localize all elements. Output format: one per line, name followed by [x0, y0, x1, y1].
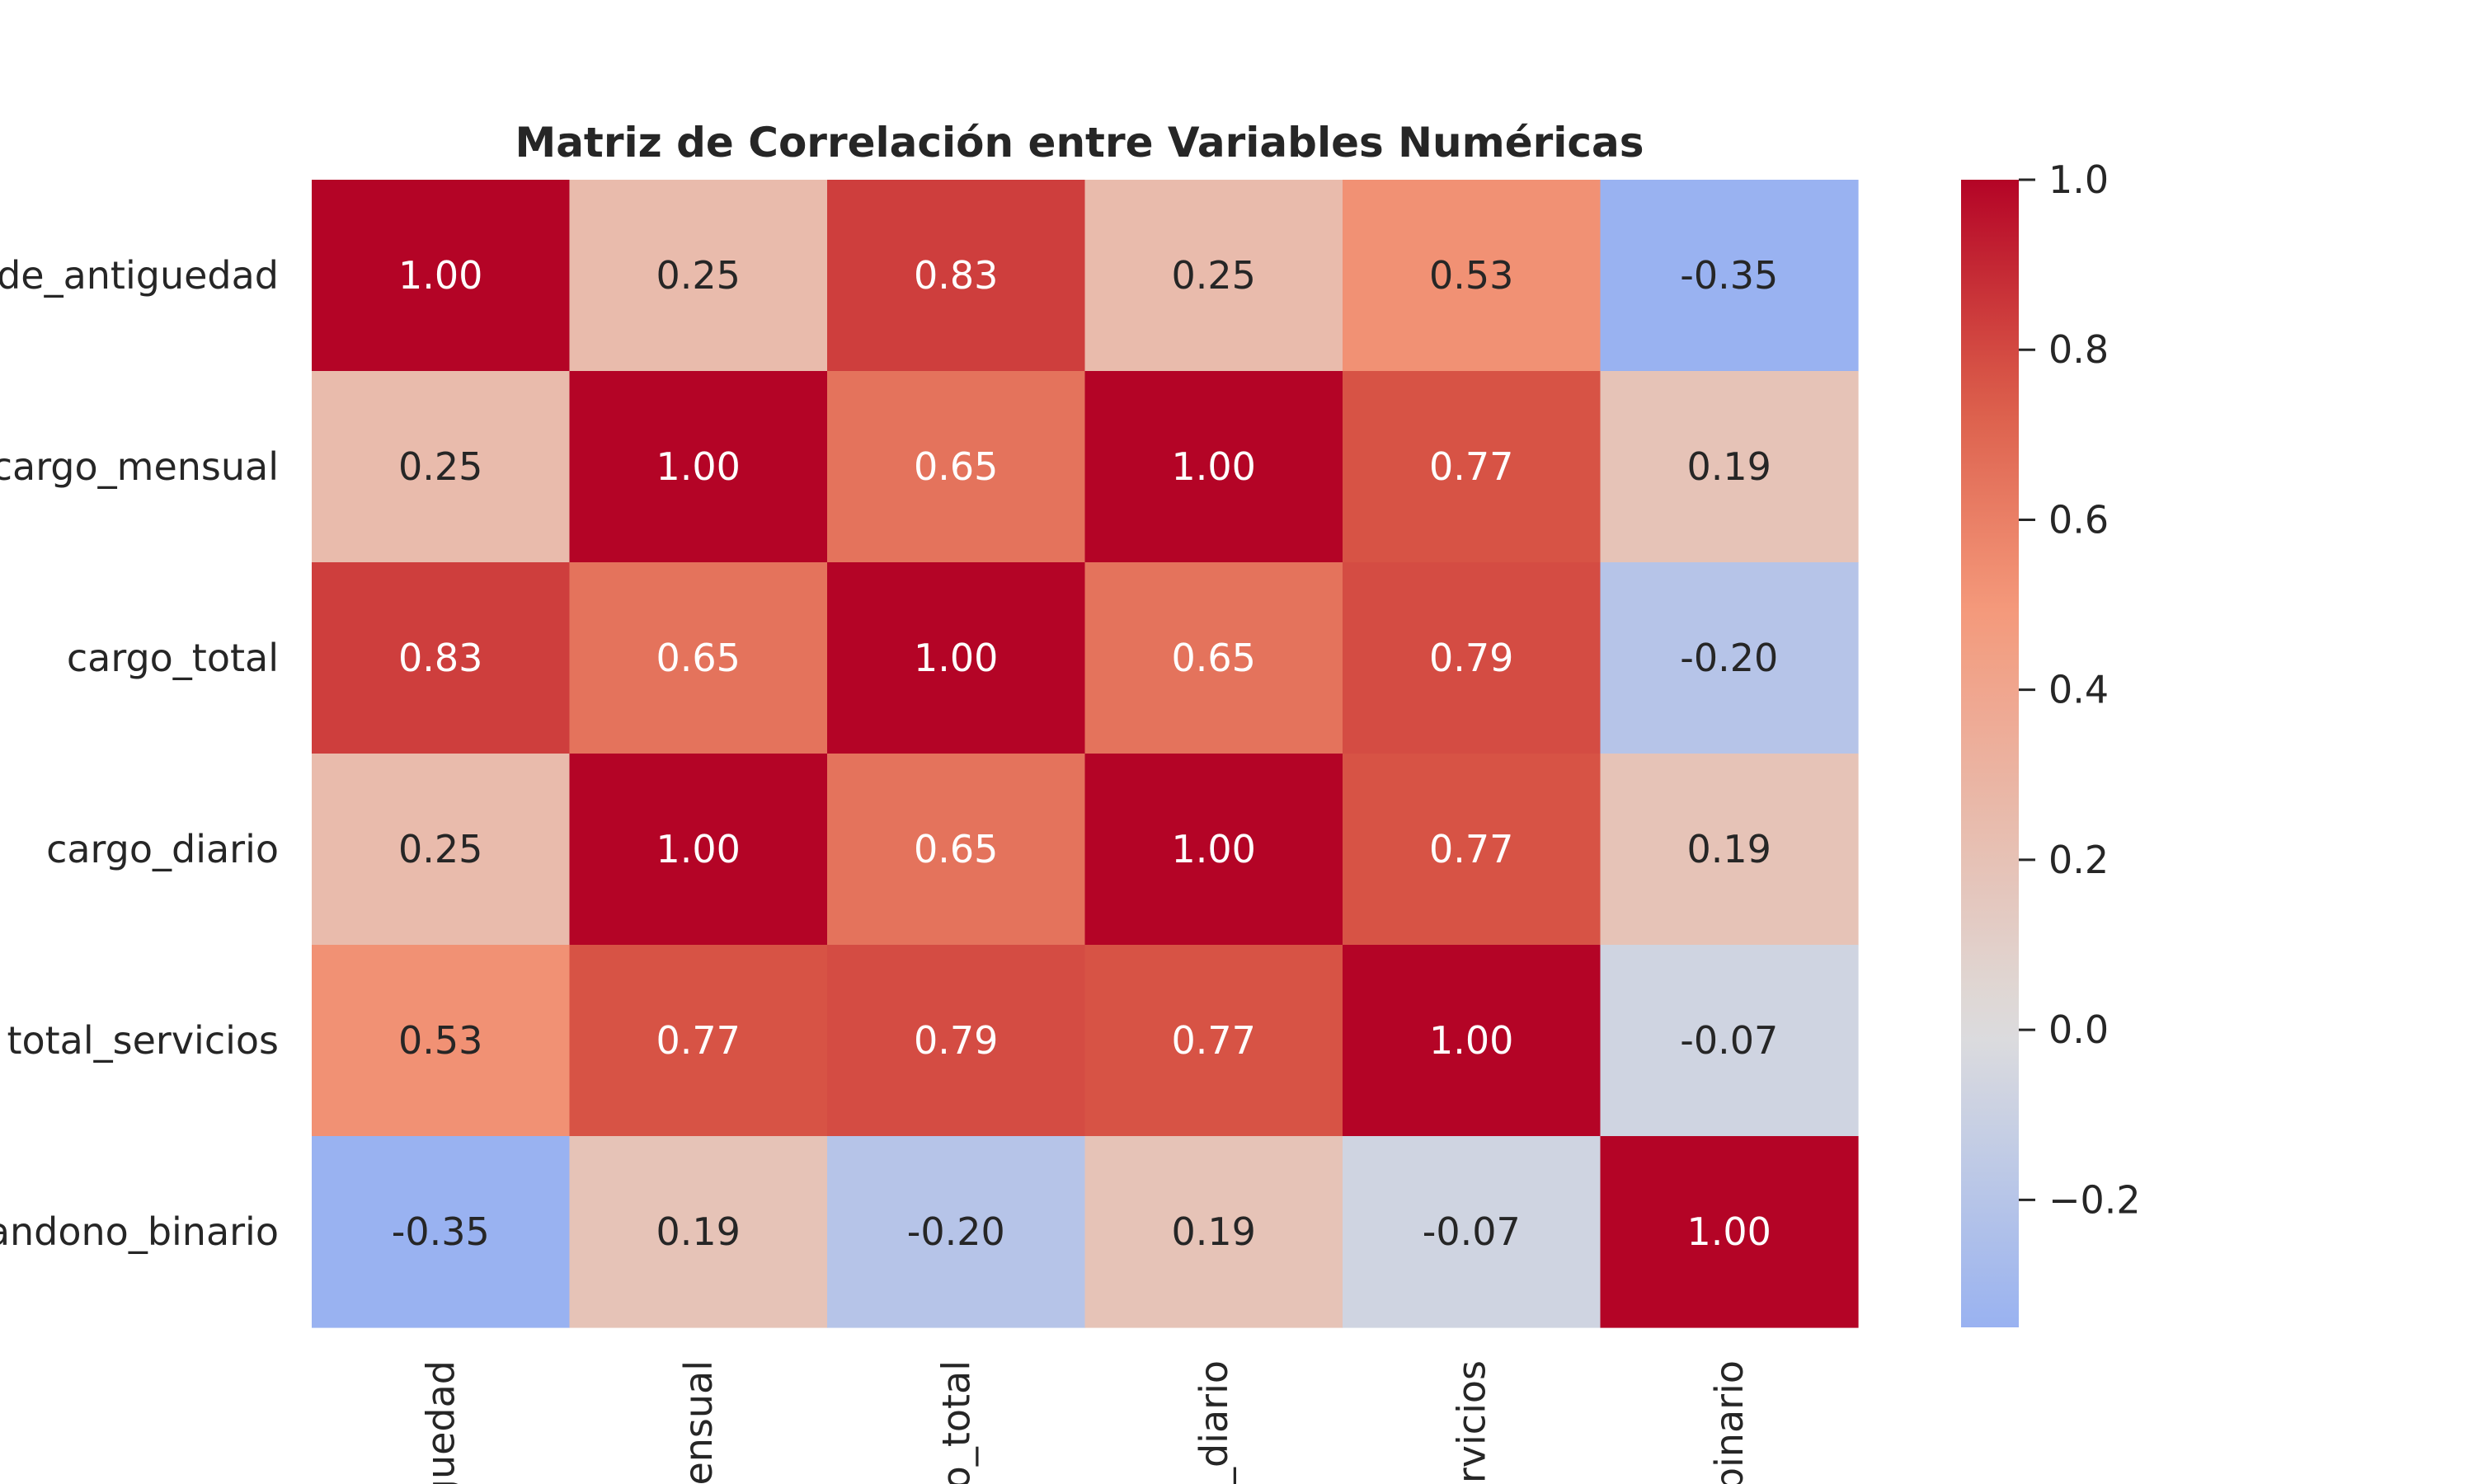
- colorbar-gradient: [1961, 180, 2019, 1327]
- heatmap-cell: [1084, 945, 1343, 1137]
- heatmap-cell: [1600, 371, 1859, 563]
- row-label: cargo_diario: [46, 827, 279, 871]
- heatmap-cell: [1343, 371, 1602, 563]
- cell-value-label: -0.35: [392, 1209, 490, 1254]
- cell-value-label: 0.79: [1429, 636, 1513, 680]
- cell-value-label: 0.65: [1172, 636, 1256, 680]
- cell-value-label: 0.25: [1172, 253, 1256, 298]
- cell-value-label: 0.65: [914, 444, 998, 489]
- heatmap-cell: [312, 945, 571, 1137]
- heatmap-cell: [312, 180, 571, 372]
- colorbar-tick-label: 0.0: [2048, 1007, 2109, 1052]
- heatmap-cell: [827, 945, 1086, 1137]
- row-label: de_antiguedad: [0, 253, 279, 298]
- heatmap-cell: [827, 180, 1086, 372]
- heatmap-cell: [312, 754, 571, 946]
- cell-value-label: 0.25: [398, 827, 482, 871]
- column-label: ensual: [676, 1360, 721, 1484]
- row-labels: de_antiguedad cargo_mensual cargo_totalcar…: [0, 253, 279, 1254]
- row-label: cargo_total: [67, 636, 279, 680]
- heatmap-cell: [1600, 180, 1859, 372]
- cell-value-label: -0.07: [1423, 1209, 1521, 1254]
- heatmap-cell: [312, 1136, 571, 1328]
- column-label: _diario: [1192, 1360, 1236, 1484]
- heatmap-cell: [827, 562, 1086, 754]
- row-label: andono_binario: [0, 1209, 279, 1254]
- column-label: ervicios: [1449, 1360, 1493, 1484]
- heatmap-cell: [312, 562, 571, 754]
- cell-value-label: 0.65: [914, 827, 998, 871]
- row-label: total_servicios: [7, 1018, 279, 1063]
- cell-value-label: 0.77: [1429, 827, 1513, 871]
- cell-value-label: 0.53: [398, 1018, 482, 1063]
- cell-value-label: 0.65: [656, 636, 741, 680]
- colorbar-tick-label: 1.0: [2048, 157, 2109, 202]
- cell-value-label: 1.00: [1172, 444, 1256, 489]
- cell-value-label: 1.00: [1687, 1209, 1771, 1254]
- column-labels: guedad ensual o_total _diario ervicios binari…: [418, 1360, 1752, 1484]
- heatmap-cells: 1.00 0.25 0.83 0.25 0.53 -0.35 0.25 1.00 0.65 1.0…: [312, 180, 1859, 1328]
- heatmap-cell: [1343, 180, 1602, 372]
- heatmap-cell: [1084, 754, 1343, 946]
- cell-value-label: 1.00: [656, 444, 741, 489]
- column-label: binario: [1707, 1360, 1752, 1484]
- colorbar-tick-label: 0.2: [2048, 838, 2109, 882]
- heatmap-cell: [1600, 754, 1859, 946]
- cell-value-label: 1.00: [1429, 1018, 1513, 1063]
- cell-value-label: 1.00: [656, 827, 741, 871]
- heatmap-cell: [1600, 945, 1859, 1137]
- heatmap-cell: [1084, 562, 1343, 754]
- heatmap-cell: [569, 754, 828, 946]
- cell-value-label: 0.25: [656, 253, 741, 298]
- cell-value-label: -0.07: [1680, 1018, 1778, 1063]
- cell-value-label: 0.53: [1429, 253, 1513, 298]
- heatmap-cell: [312, 371, 571, 563]
- heatmap-cell: [569, 371, 828, 563]
- heatmap-cell: [827, 1136, 1086, 1328]
- colorbar-tick-label: 0.8: [2048, 327, 2109, 372]
- cell-value-label: 0.19: [1172, 1209, 1256, 1254]
- cell-value-label: -0.20: [1680, 636, 1778, 680]
- cell-value-label: 0.77: [1172, 1018, 1256, 1063]
- colorbar-tick-label: 0.6: [2048, 497, 2109, 542]
- heatmap-cell: [569, 1136, 828, 1328]
- heatmap-cell: [569, 180, 828, 372]
- cell-value-label: 0.79: [914, 1018, 998, 1063]
- heatmap-cell: [569, 945, 828, 1137]
- column-label: o_total: [934, 1360, 978, 1484]
- heatmap-cell: [1600, 1136, 1859, 1328]
- heatmap-cell: [1084, 1136, 1343, 1328]
- heatmap-cell: [827, 754, 1086, 946]
- cell-value-label: 0.83: [914, 253, 998, 298]
- cell-value-label: 0.19: [656, 1209, 741, 1254]
- cell-value-label: -0.20: [907, 1209, 1005, 1254]
- cell-value-label: 1.00: [398, 253, 482, 298]
- heatmap-cell: [827, 371, 1086, 563]
- heatmap-cell: [1600, 562, 1859, 754]
- heatmap-cell: [1084, 371, 1343, 563]
- cell-value-label: 0.19: [1687, 827, 1771, 871]
- colorbar: 1.0 0.8 0.6 0.4 0.2 0.0 −0.2: [1961, 157, 2141, 1327]
- cell-value-label: 0.25: [398, 444, 482, 489]
- colorbar-tick-label: 0.4: [2048, 668, 2109, 712]
- heatmap-cell: [1084, 180, 1343, 372]
- cell-value-label: 0.19: [1687, 444, 1771, 489]
- cell-value-label: 0.77: [656, 1018, 741, 1063]
- cell-value-label: 0.83: [398, 636, 482, 680]
- cell-value-label: 1.00: [914, 636, 998, 680]
- column-label: guedad: [418, 1360, 463, 1484]
- colorbar-tick-label: −0.2: [2048, 1177, 2141, 1222]
- cell-value-label: 1.00: [1172, 827, 1256, 871]
- heatmap-cell: [1343, 945, 1602, 1137]
- cell-value-label: 0.77: [1429, 444, 1513, 489]
- row-label: cargo_mensual: [0, 444, 279, 489]
- heatmap-cell: [1343, 754, 1602, 946]
- heatmap-cell: [569, 562, 828, 754]
- cell-value-label: -0.35: [1680, 253, 1778, 298]
- heatmap-cell: [1343, 562, 1602, 754]
- heatmap-cell: [1343, 1136, 1602, 1328]
- chart-title: Matriz de Correlación entre Variables Nu…: [515, 119, 1644, 167]
